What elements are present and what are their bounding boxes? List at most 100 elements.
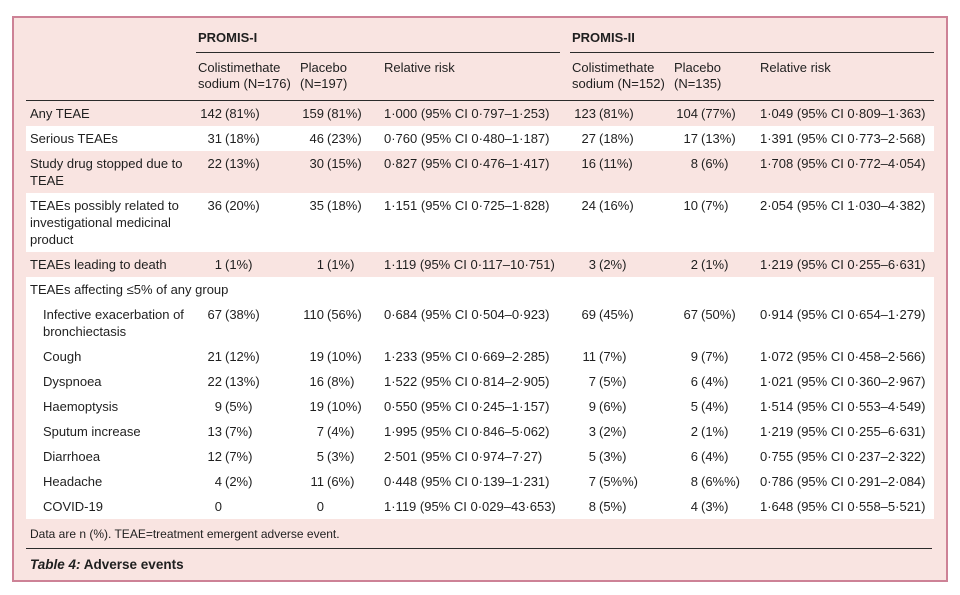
relative-risk-cell: 1·000 (95% CI 0·797–1·253): [384, 106, 550, 121]
column-header: Colistimethate sodium (N=176): [198, 60, 291, 91]
table-caption-title: Adverse events: [83, 557, 184, 572]
count-cell: 5 (3%): [298, 444, 382, 469]
count-value: 9: [214, 399, 222, 414]
relative-risk-cell: 1·522 (95% CI 0·814–2·905): [384, 374, 550, 389]
count-value: 3: [588, 257, 596, 272]
count-cell: 22 (13%): [196, 151, 298, 193]
relative-risk-cell: 2·501 (95% CI 0·974–7·27): [384, 449, 543, 464]
count-percent: (20%): [225, 198, 260, 213]
relative-risk-cell: 0·550 (95% CI 0·245–1·157): [384, 399, 550, 414]
row-label: Cough: [43, 349, 82, 364]
count-value: 8: [588, 499, 596, 514]
relative-risk-cell: 1·151 (95% CI 0·725–1·828): [384, 198, 550, 213]
relative-risk-cell: 0·760 (95% CI 0·480–1·187): [384, 131, 550, 146]
count-value: 17: [683, 131, 698, 146]
count-cell: 4 (3%): [672, 494, 758, 519]
count-cell: 67 (38%): [196, 302, 298, 344]
count-value: 21: [207, 349, 222, 364]
count-percent: (18%): [327, 198, 362, 213]
count-percent: (23%): [327, 131, 362, 146]
count-cell: 19 (10%): [298, 394, 382, 419]
count-cell: 13 (7%): [196, 419, 298, 444]
count-cell: 67 (50%): [672, 302, 758, 344]
table-row: TEAEs leading to death 1 (1%) 1 (1%) 1·119 (9…: [26, 252, 934, 277]
count-percent: (4%): [701, 399, 729, 414]
count-cell: 6 (4%): [672, 444, 758, 469]
count-cell: 7 (5%): [570, 369, 672, 394]
count-percent: (10%): [327, 399, 362, 414]
count-cell: 9 (5%): [196, 394, 298, 419]
count-value: 5: [588, 449, 596, 464]
count-value: 22: [207, 374, 222, 389]
count-percent: (4%): [701, 374, 729, 389]
count-cell: 9 (7%): [672, 344, 758, 369]
count-percent: (3%): [701, 499, 729, 514]
count-percent: (6%): [599, 399, 627, 414]
count-value: 5: [316, 449, 324, 464]
count-cell: 7 (5%%): [570, 469, 672, 494]
section-header: TEAEs affecting ≤5% of any group: [30, 282, 229, 297]
count-percent: (45%): [599, 307, 634, 322]
column-group-row: PROMIS-I PROMIS-II: [26, 23, 934, 53]
count-value: 69: [581, 307, 596, 322]
relative-risk-cell: 1·219 (95% CI 0·255–6·631): [760, 257, 926, 272]
row-label: Infective exacerbation of bronchiectasis: [43, 307, 184, 339]
count-percent: (77%): [701, 106, 736, 121]
row-label-spacer: [26, 26, 196, 53]
count-value: 7: [588, 374, 596, 389]
count-cell: 3 (2%): [570, 419, 672, 444]
count-cell: 5 (4%): [672, 394, 758, 419]
relative-risk-cell: 1·391 (95% CI 0·773–2·568): [760, 131, 926, 146]
table-row: Serious TEAEs 31 (18%) 46 (23%) 0·760 (95% CI…: [26, 126, 934, 151]
count-value: 35: [309, 198, 324, 213]
count-value: 1: [316, 257, 324, 272]
relative-risk-cell: 1·119 (95% CI 0·029–43·653): [384, 499, 556, 514]
table-row: Infective exacerbation of bronchiectasis…: [26, 302, 934, 344]
count-cell: 1 (1%): [298, 252, 382, 277]
table-row: Any TEAE 142 (81%) 159 (81%) 1·000 (95% CI 0·…: [26, 101, 934, 126]
count-cell: 35 (18%): [298, 193, 382, 252]
count-value: 9: [690, 349, 698, 364]
count-percent: (81%): [327, 106, 362, 121]
count-cell: 0: [298, 494, 382, 519]
count-cell: 30 (15%): [298, 151, 382, 193]
row-label-spacer: [26, 53, 196, 100]
count-percent: (56%): [327, 307, 362, 322]
count-value: 36: [207, 198, 222, 213]
column-header: Placebo (N=135): [674, 60, 722, 91]
count-value: 123: [574, 106, 596, 121]
count-cell: 123 (81%): [570, 101, 672, 126]
column-header-row: Colistimethate sodium (N=176) Placebo (N=…: [26, 53, 934, 101]
relative-risk-cell: 0·448 (95% CI 0·139–1·231): [384, 474, 550, 489]
adverse-events-table-panel: PROMIS-I PROMIS-II Colistimethate sodium (…: [12, 16, 948, 582]
count-percent: (38%): [225, 307, 260, 322]
count-value: 7: [316, 424, 324, 439]
relative-risk-cell: 0·755 (95% CI 0·237–2·322): [760, 449, 926, 464]
count-cell: 11 (7%): [570, 344, 672, 369]
row-label: Any TEAE: [30, 106, 90, 121]
table-row: TEAEs possibly related to investigationa…: [26, 193, 934, 252]
count-value: 46: [309, 131, 324, 146]
count-cell: 8 (5%): [570, 494, 672, 519]
count-cell: 4 (2%): [196, 469, 298, 494]
row-label: Headache: [43, 474, 103, 489]
row-label: TEAEs leading to death: [30, 257, 167, 272]
row-label: TEAEs possibly related to investigationa…: [30, 198, 179, 247]
count-value: 4: [690, 499, 698, 514]
count-cell: 31 (18%): [196, 126, 298, 151]
count-value: 27: [581, 131, 596, 146]
count-percent: (4%): [327, 424, 355, 439]
relative-risk-cell: 1·233 (95% CI 0·669–2·285): [384, 349, 550, 364]
count-percent: (2%): [599, 257, 627, 272]
count-percent: (15%): [327, 156, 362, 171]
count-cell: 2 (1%): [672, 419, 758, 444]
count-cell: 19 (10%): [298, 344, 382, 369]
count-percent: (7%): [225, 424, 253, 439]
count-percent: (5%): [599, 499, 627, 514]
count-value: 12: [207, 449, 222, 464]
table-row: Cough 21 (12%) 19 (10%) 1·233 (95% CI 0·669–2…: [26, 344, 934, 369]
count-cell: 142 (81%): [196, 101, 298, 126]
relative-risk-cell: 1·219 (95% CI 0·255–6·631): [760, 424, 926, 439]
row-label: Sputum increase: [43, 424, 141, 439]
count-percent: (1%): [701, 424, 729, 439]
